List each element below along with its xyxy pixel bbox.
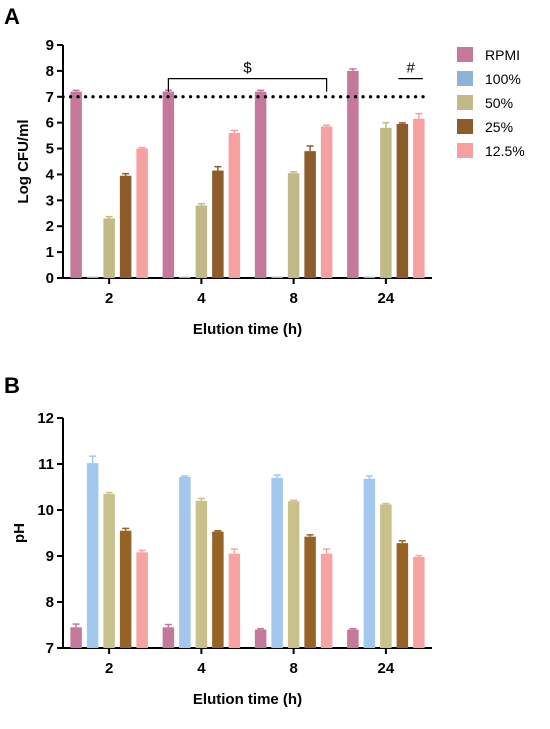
x-axis-title: Elution time (h) xyxy=(193,321,302,338)
significance-symbol: # xyxy=(406,60,415,77)
y-tick-label: 5 xyxy=(46,141,54,158)
bar xyxy=(304,151,316,278)
y-tick-label: 2 xyxy=(46,218,54,235)
bar xyxy=(363,276,376,278)
bar xyxy=(103,218,115,278)
legend-label: 25% xyxy=(485,119,513,135)
bar xyxy=(195,205,208,278)
bar xyxy=(413,556,425,648)
bar xyxy=(287,501,300,648)
legend-label: 100% xyxy=(485,71,521,87)
panel-a-legend: RPMI 100% 50% 25% 12.5% xyxy=(457,47,525,159)
y-tick-label: 8 xyxy=(46,63,54,80)
bar xyxy=(212,170,224,278)
y-axis-title: Log CFU/ml xyxy=(15,119,32,203)
y-tick-label: 9 xyxy=(46,548,54,565)
bar xyxy=(363,478,376,648)
y-tick-label: 12 xyxy=(37,410,54,427)
bar xyxy=(119,530,132,648)
legend-swatch xyxy=(457,119,473,134)
y-tick-label: 7 xyxy=(46,89,54,106)
bar xyxy=(86,276,99,278)
y-tick-label: 10 xyxy=(37,502,54,519)
bar xyxy=(162,627,175,648)
bar xyxy=(304,536,316,648)
bar xyxy=(380,127,392,278)
x-tick-label: 2 xyxy=(105,660,113,677)
bar xyxy=(396,123,409,278)
bar xyxy=(212,531,224,648)
bar xyxy=(228,553,241,648)
bar xyxy=(119,175,132,278)
bar xyxy=(103,493,115,648)
x-tick-label: 8 xyxy=(289,290,297,307)
bar xyxy=(86,463,99,648)
y-tick-label: 9 xyxy=(46,37,54,54)
significance-bracket xyxy=(167,78,328,92)
bar xyxy=(136,148,148,278)
bar xyxy=(271,276,283,278)
bar xyxy=(254,629,267,648)
bar xyxy=(179,276,191,278)
y-tick-label: 0 xyxy=(46,270,54,287)
bar xyxy=(320,553,333,648)
y-tick-label: 3 xyxy=(46,192,54,209)
bar xyxy=(347,70,359,278)
legend-label: RPMI xyxy=(485,47,520,63)
bar xyxy=(254,91,267,278)
bar xyxy=(195,500,208,648)
legend-label: 50% xyxy=(485,95,513,111)
bar xyxy=(287,173,300,278)
x-tick-label: 4 xyxy=(197,660,206,677)
legend-swatch xyxy=(457,95,473,110)
y-tick-label: 1 xyxy=(46,244,54,261)
y-tick-label: 11 xyxy=(38,456,54,473)
bar xyxy=(320,126,333,278)
bar xyxy=(347,629,359,648)
x-tick-label: 2 xyxy=(105,290,113,307)
legend-swatch xyxy=(457,71,473,86)
bar xyxy=(70,91,82,278)
bar xyxy=(162,91,175,278)
bar xyxy=(271,477,283,648)
bar xyxy=(396,543,409,648)
x-tick-label: 24 xyxy=(378,660,395,677)
y-tick-label: 7 xyxy=(46,640,54,657)
bar xyxy=(136,552,148,648)
x-axis-title: Elution time (h) xyxy=(193,691,302,708)
legend-swatch xyxy=(457,143,473,158)
x-tick-label: 4 xyxy=(197,290,206,307)
bar xyxy=(380,504,392,648)
bar xyxy=(228,133,241,278)
panel-b-letter: B xyxy=(4,373,20,398)
bar xyxy=(70,627,82,648)
y-tick-label: 6 xyxy=(46,115,54,132)
bar xyxy=(179,476,191,648)
y-tick-label: 4 xyxy=(46,166,55,183)
legend-label: 12.5% xyxy=(485,143,525,159)
legend-swatch xyxy=(457,47,473,62)
significance-symbol: $ xyxy=(243,60,252,77)
x-tick-label: 8 xyxy=(289,660,297,677)
panel-a-letter: A xyxy=(4,4,20,29)
x-tick-label: 24 xyxy=(378,290,395,307)
y-tick-label: 8 xyxy=(46,594,54,611)
bar xyxy=(413,118,425,279)
y-axis-title: pH xyxy=(11,523,28,543)
